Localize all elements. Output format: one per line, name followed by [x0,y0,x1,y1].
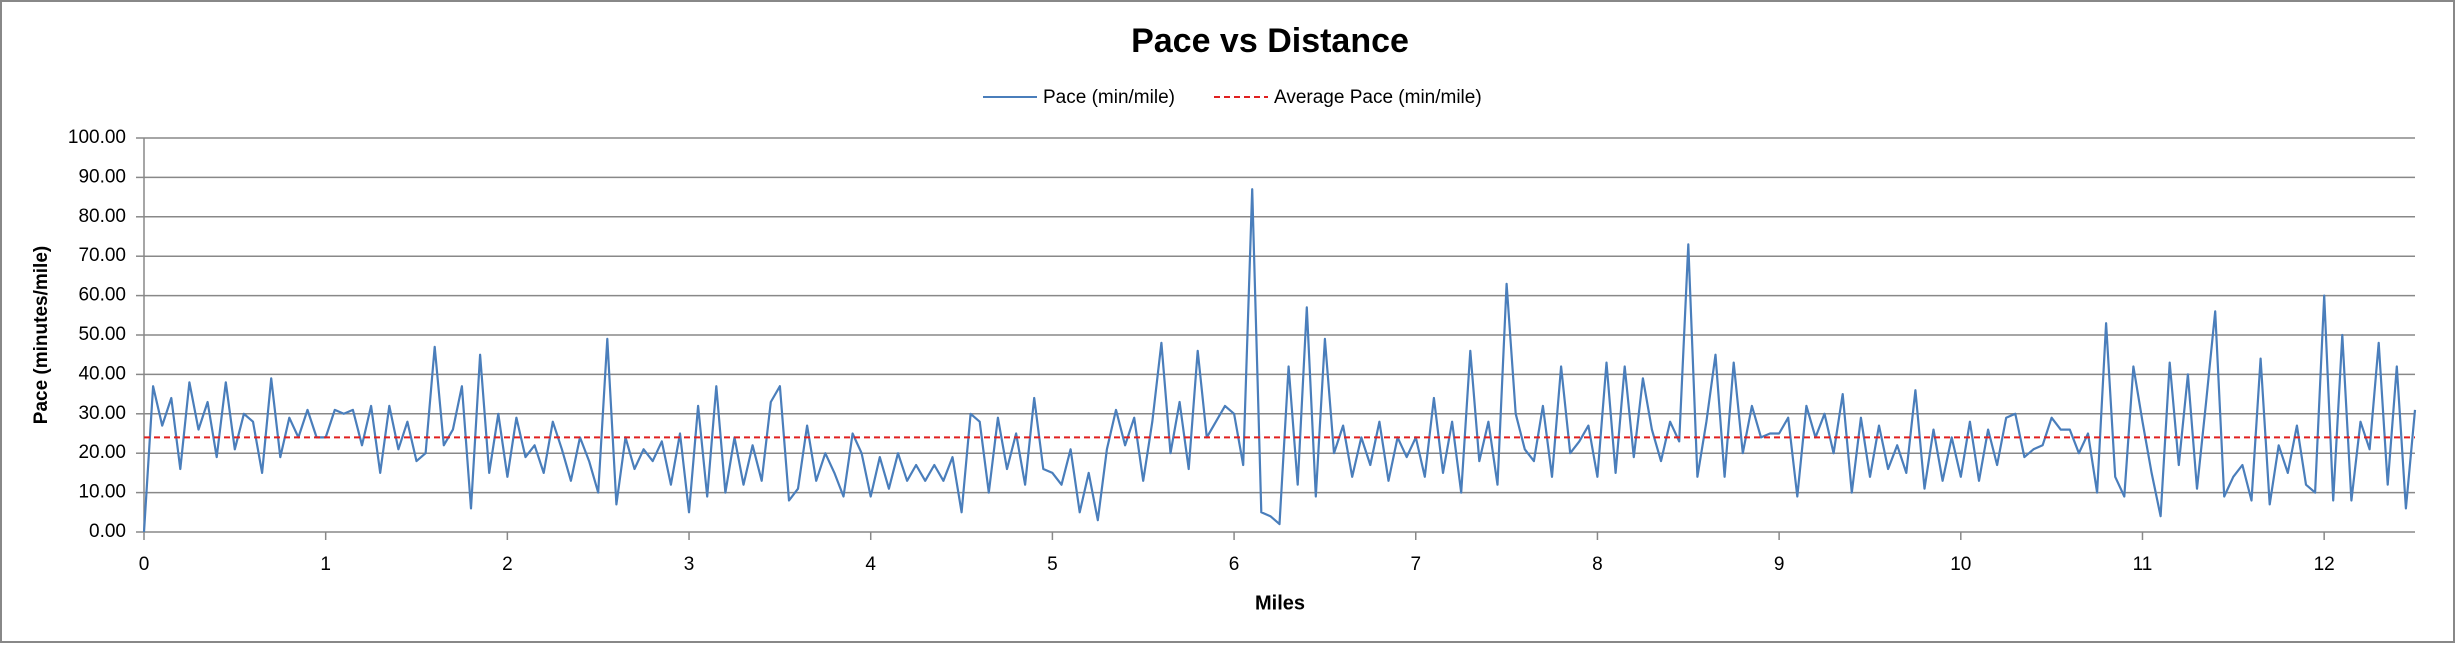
y-tick-label: 60.00 [78,285,126,306]
y-tick-label: 30.00 [78,403,126,424]
y-tick-label: 40.00 [78,363,126,384]
y-tick-label: 70.00 [78,245,126,266]
legend-label: Average Pace (min/mile) [1274,87,1482,108]
x-tick-label: 3 [684,554,695,575]
x-tick-label: 5 [1047,554,1058,575]
legend-label: Pace (min/mile) [1043,87,1175,108]
y-tick-label: 20.00 [78,442,126,463]
x-tick-label: 8 [1592,554,1603,575]
x-axis-label: Miles [1255,592,1305,614]
y-tick-label: 50.00 [78,324,126,345]
y-tick-label: 0.00 [89,521,126,542]
y-tick-label: 80.00 [78,206,126,227]
x-tick-label: 2 [502,554,513,575]
chart-title: Pace vs Distance [1131,22,1409,60]
y-axis-label: Pace (minutes/mile) [31,246,52,424]
x-tick-label: 6 [1229,554,1240,575]
y-tick-label: 100.00 [68,127,126,148]
x-tick-label: 9 [1774,554,1785,575]
y-tick-label: 10.00 [78,482,126,503]
x-tick-label: 1 [320,554,331,575]
x-tick-label: 12 [2314,554,2335,575]
x-tick-label: 10 [1950,554,1971,575]
x-tick-label: 7 [1410,554,1421,575]
x-tick-label: 0 [139,554,150,575]
x-tick-label: 4 [865,554,876,575]
y-tick-label: 90.00 [78,166,126,187]
x-tick-label: 11 [2133,554,2153,575]
pace-line [142,188,2417,533]
